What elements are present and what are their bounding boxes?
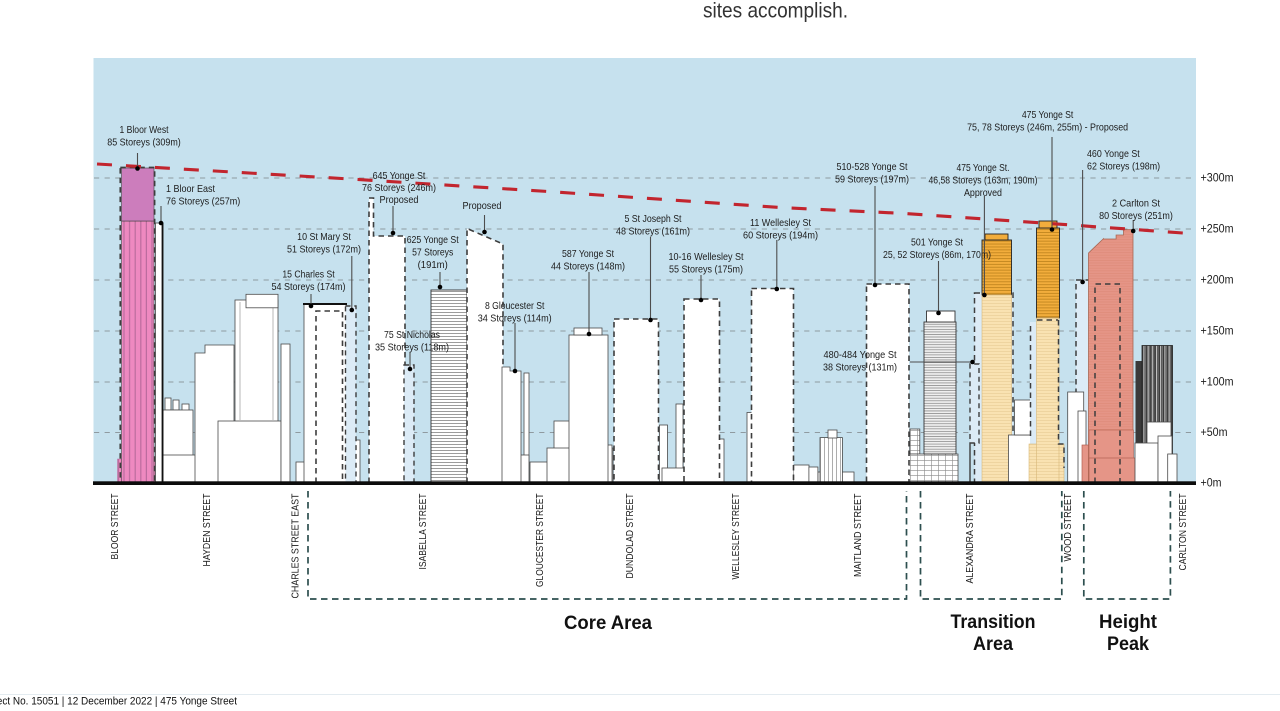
svg-text:Core Area: Core Area [564, 613, 652, 634]
svg-text:Transition: Transition [951, 612, 1036, 633]
svg-text:76 Storeys (246m): 76 Storeys (246m) [362, 183, 436, 194]
svg-text:+50m: +50m [1201, 427, 1228, 439]
svg-text:645 Yonge St: 645 Yonge St [373, 171, 426, 182]
svg-text:Approved: Approved [964, 188, 1002, 199]
svg-text:oject No. 15051 | 12 December: oject No. 15051 | 12 December 2022 | 475… [0, 696, 237, 708]
svg-text:10-16 Wellesley St: 10-16 Wellesley St [669, 252, 744, 263]
svg-text:38 Storeys (131m): 38 Storeys (131m) [823, 363, 897, 374]
svg-text:+200m: +200m [1201, 275, 1234, 287]
svg-text:48 Storeys (161m): 48 Storeys (161m) [616, 227, 690, 238]
svg-text:+150m: +150m [1201, 326, 1234, 338]
svg-text:DUNDOLAD STREET: DUNDOLAD STREET [625, 493, 636, 578]
svg-text:85 Storeys (309m): 85 Storeys (309m) [107, 138, 181, 149]
svg-text:80 Storeys (251m): 80 Storeys (251m) [1099, 211, 1173, 222]
svg-text:44 Storeys (148m): 44 Storeys (148m) [551, 262, 625, 273]
svg-text:510-528 Yonge St: 510-528 Yonge St [837, 162, 908, 173]
svg-text:ISABELLA STREET: ISABELLA STREET [418, 493, 429, 569]
svg-text:59 Storeys (197m): 59 Storeys (197m) [835, 175, 909, 186]
svg-text:75, 78 Storeys (246m, 255m) -: 75, 78 Storeys (246m, 255m) - Proposed [967, 123, 1128, 134]
svg-text:1 Bloor West: 1 Bloor West [120, 125, 169, 136]
svg-text:+0m: +0m [1201, 478, 1222, 490]
svg-text:WOOD STREET: WOOD STREET [1063, 493, 1074, 561]
svg-text:11 Wellesley St: 11 Wellesley St [750, 218, 811, 229]
svg-text:Proposed: Proposed [380, 195, 419, 206]
svg-text:Proposed: Proposed [463, 201, 502, 212]
svg-text:55 Storeys (175m): 55 Storeys (175m) [669, 265, 743, 276]
svg-text:57 Storeys: 57 Storeys [412, 248, 453, 259]
svg-text:460 Yonge St: 460 Yonge St [1087, 149, 1140, 160]
svg-text:480-484 Yonge St: 480-484 Yonge St [824, 350, 897, 361]
svg-text:+100m: +100m [1201, 377, 1234, 389]
svg-text:Area: Area [973, 634, 1013, 655]
svg-text:62 Storeys (198m): 62 Storeys (198m) [1087, 162, 1160, 173]
svg-text:15 Charles St: 15 Charles St [282, 270, 334, 281]
svg-text:46,58 Storeys (163m, 190m): 46,58 Storeys (163m, 190m) [929, 176, 1038, 187]
svg-text:475 Yonge St: 475 Yonge St [1022, 110, 1074, 121]
svg-text:2 Carlton St: 2 Carlton St [1112, 199, 1160, 210]
svg-text:CARLTON STREET: CARLTON STREET [1178, 493, 1189, 570]
svg-text:51 Storeys (172m): 51 Storeys (172m) [287, 245, 361, 256]
svg-text:CHARLES STREET EAST: CHARLES STREET EAST [291, 493, 302, 598]
svg-text:BLOOR STREET: BLOOR STREET [110, 493, 121, 559]
svg-text:8 Gloucester St: 8 Gloucester St [485, 301, 545, 312]
svg-text:475 Yonge St.: 475 Yonge St. [957, 163, 1010, 174]
svg-text:MAITLAND STREET: MAITLAND STREET [853, 493, 864, 577]
svg-text:25, 52 Storeys (86m, 170m): 25, 52 Storeys (86m, 170m) [883, 250, 991, 261]
svg-text:sites accomplish.: sites accomplish. [703, 0, 848, 23]
svg-text:(191m): (191m) [418, 260, 448, 271]
svg-text:54 Storeys (174m): 54 Storeys (174m) [272, 282, 346, 293]
svg-text:HAYDEN STREET: HAYDEN STREET [202, 493, 213, 566]
svg-text:+250m: +250m [1201, 224, 1234, 236]
svg-text:625 Yonge St: 625 Yonge St [407, 235, 459, 246]
svg-text:1 Bloor East: 1 Bloor East [166, 184, 215, 195]
svg-text:+300m: +300m [1201, 173, 1234, 185]
svg-text:60 Storeys (194m): 60 Storeys (194m) [743, 231, 818, 242]
svg-text:75 St Nicholas: 75 St Nicholas [384, 330, 440, 341]
svg-text:587 Yonge St: 587 Yonge St [562, 249, 614, 260]
svg-text:76 Storeys (257m): 76 Storeys (257m) [166, 197, 240, 208]
svg-text:34 Storeys (114m): 34 Storeys (114m) [478, 314, 552, 325]
svg-text:501 Yonge St: 501 Yonge St [911, 238, 963, 249]
svg-text:WELLESLEY STREET: WELLESLEY STREET [731, 493, 742, 579]
svg-text:ALEXANDRA STREET: ALEXANDRA STREET [965, 493, 976, 583]
svg-text:10 St Mary St: 10 St Mary St [297, 232, 351, 243]
svg-text:Peak: Peak [1107, 634, 1149, 655]
svg-text:5 St Joseph St: 5 St Joseph St [625, 214, 682, 225]
svg-text:GLOUCESTER STREET: GLOUCESTER STREET [535, 493, 546, 587]
svg-text:Height: Height [1099, 612, 1158, 633]
svg-text:35 Storeys (118m): 35 Storeys (118m) [375, 343, 449, 354]
